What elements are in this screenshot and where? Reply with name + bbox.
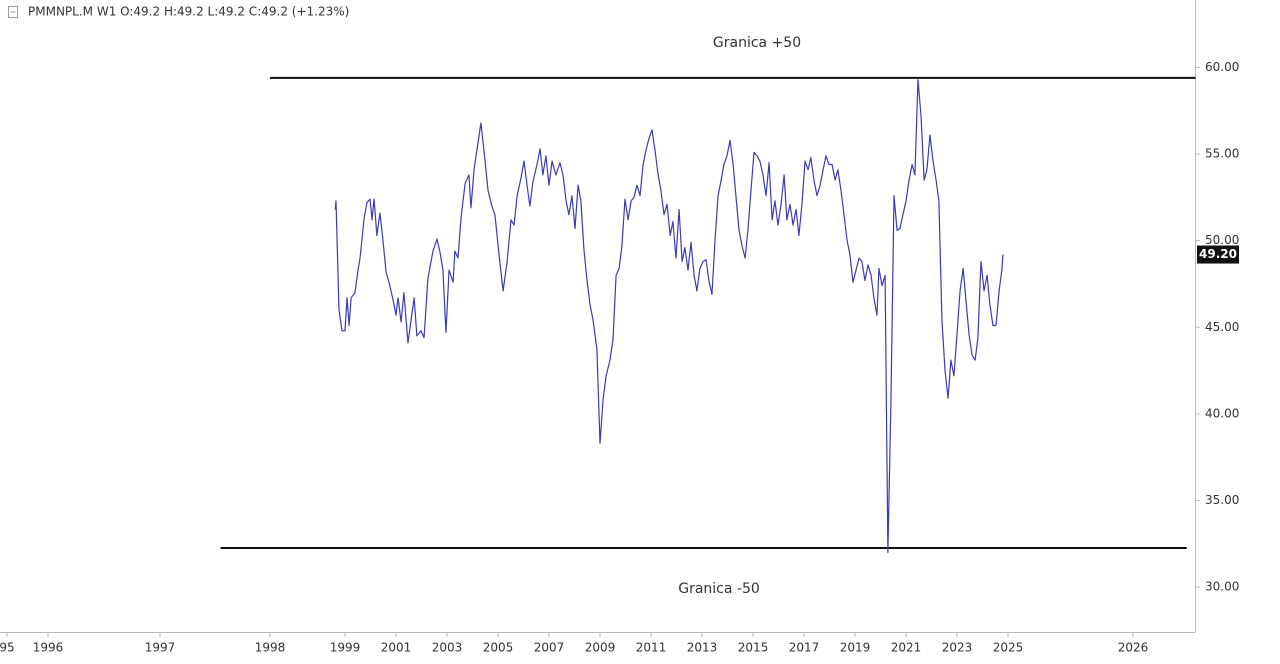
- y-tick-label: 55.00: [1205, 147, 1239, 161]
- y-tick-label: 45.00: [1205, 320, 1239, 334]
- x-tick-label: 2013: [687, 641, 718, 655]
- y-tick-label: 50.00: [1205, 233, 1239, 247]
- y-tick-label: 40.00: [1205, 406, 1239, 420]
- x-tick-label: 1998: [255, 641, 286, 655]
- x-tick-label: 1997: [145, 641, 176, 655]
- boundary-label: Granica -50: [678, 581, 760, 597]
- header: PMMNPL.M W1 O:49.2 H:49.2 L:49.2 C:49.2 …: [28, 5, 349, 19]
- x-tick-label: 2007: [534, 641, 565, 655]
- y-tick-label: 30.00: [1205, 579, 1239, 593]
- x-tick-label: 1996: [33, 641, 64, 655]
- x-tick-label: 95: [0, 641, 15, 655]
- x-tick-label: 2009: [585, 641, 616, 655]
- collapse-icon[interactable]: [8, 6, 18, 18]
- last-price-box: [1197, 245, 1239, 264]
- x-tick-label: 2015: [738, 641, 769, 655]
- x-tick-label: 2026: [1118, 641, 1149, 655]
- x-tick-label: 2003: [432, 641, 463, 655]
- x-tick-label: 2025: [993, 641, 1024, 655]
- x-tick-label: 2005: [483, 641, 514, 655]
- series-line: [334, 79, 1004, 553]
- x-tick-label: 2001: [381, 641, 412, 655]
- x-tick-label: 2023: [942, 641, 973, 655]
- x-tick-label: 2019: [840, 641, 871, 655]
- y-tick-label: 60.00: [1205, 60, 1239, 74]
- y-tick-label: 35.00: [1205, 493, 1239, 507]
- x-tick-label: 2021: [891, 641, 922, 655]
- x-tick-label: 2017: [789, 641, 820, 655]
- last-price-label: 49.20: [1199, 247, 1237, 261]
- x-tick-label: 1999: [330, 641, 361, 655]
- x-tick-label: 2011: [636, 641, 667, 655]
- boundary-label: Granica +50: [713, 35, 801, 51]
